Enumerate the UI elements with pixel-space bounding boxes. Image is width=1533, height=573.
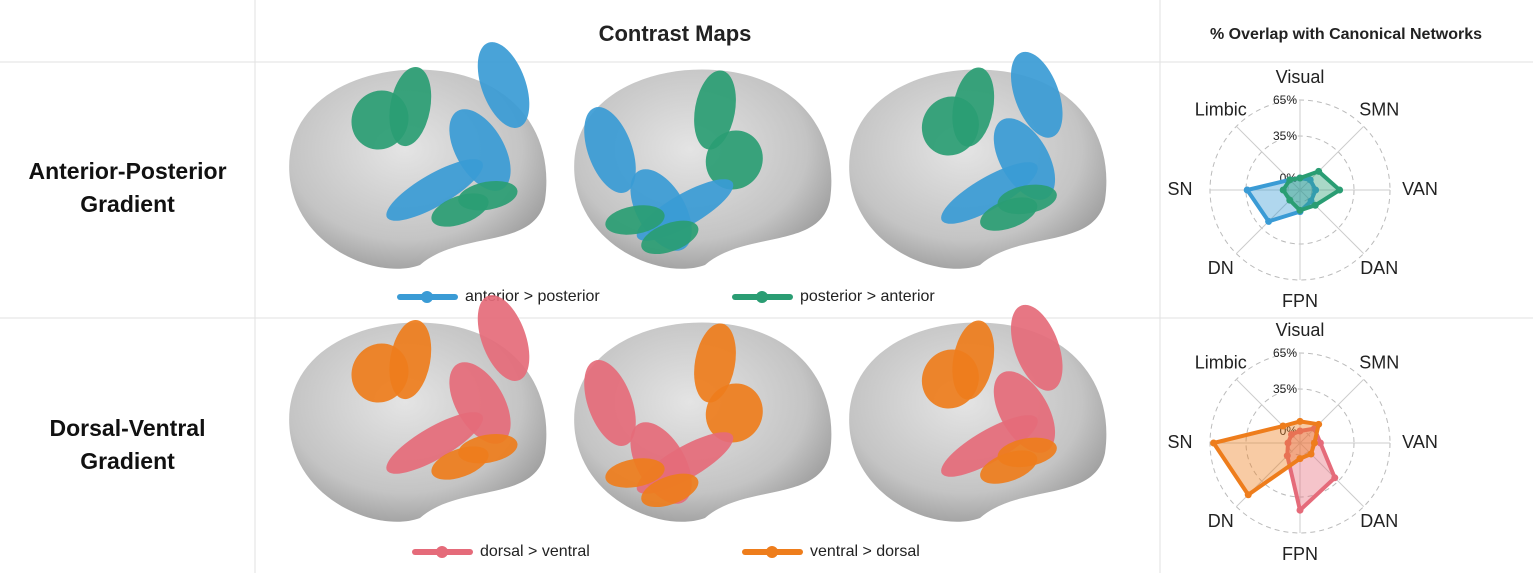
radar-point [1307, 197, 1315, 205]
r-tick-label: 35% [1273, 129, 1297, 143]
brain-contrast-region [997, 437, 1057, 468]
brain-contrast-region [694, 70, 736, 150]
axis-label: DAN [1360, 258, 1398, 278]
radar-point [1296, 174, 1304, 182]
r-tick-label: 65% [1273, 93, 1297, 107]
axis-label: VAN [1402, 432, 1438, 452]
legend-label: posterior > anterior [800, 288, 935, 305]
brain-contrast-region [952, 67, 995, 147]
radar-point [1296, 206, 1304, 214]
legend-swatch-dot [436, 546, 448, 558]
legend-label: dorsal > ventral [480, 543, 590, 560]
brain-contrast-region [477, 295, 530, 381]
radar-point [1288, 431, 1296, 439]
radar-point [1316, 439, 1324, 447]
brain-contrast-region [997, 184, 1057, 215]
brain-contrast-region [1010, 51, 1063, 138]
legend-swatch-dot [766, 546, 778, 558]
radar-point [1243, 186, 1251, 194]
brain-contrast-region [641, 473, 699, 508]
radar-point [1279, 422, 1287, 430]
brain-contrast-region [389, 66, 432, 147]
axis-label: DN [1208, 258, 1234, 278]
radar-point [1306, 176, 1314, 184]
axis-label: VAN [1402, 179, 1438, 199]
axis-label: SN [1167, 432, 1192, 452]
brain-contrast-region [389, 319, 432, 400]
brain-contrast-region [641, 220, 699, 255]
brain-contrast-region [477, 42, 530, 128]
radar-point [1336, 186, 1344, 194]
brain-contrast-region [386, 412, 483, 474]
brain-contrast-region [636, 432, 734, 494]
radar-point [1315, 420, 1323, 428]
radar-point [1296, 417, 1304, 425]
brain-contrast-region [584, 107, 636, 193]
radar-point [1315, 167, 1323, 175]
row-label: Dorsal-Ventral Gradient [49, 415, 206, 474]
brain-contrast-region [458, 180, 518, 211]
radar-point [1310, 439, 1318, 447]
radar-point [1296, 427, 1304, 435]
brain-contrast-region [705, 383, 763, 443]
radar-point [1286, 176, 1294, 184]
axis-label: DAN [1360, 511, 1398, 531]
brain-contrast-region [941, 415, 1038, 477]
radar-point [1296, 506, 1304, 514]
radar-point [1284, 439, 1292, 447]
radar-point [1279, 186, 1287, 194]
axis-label: Limbic [1195, 353, 1247, 373]
brain-contrast-region [458, 433, 518, 464]
legend-swatch-dot [756, 291, 768, 303]
axis-label: Visual [1276, 320, 1325, 340]
brain-contrast-region [386, 159, 483, 221]
brain-contrast-region [605, 458, 665, 488]
radar-point [1286, 196, 1294, 204]
axis-label: SMN [1359, 100, 1399, 120]
brain-contrast-region [605, 205, 665, 235]
spoke [1299, 379, 1364, 444]
brain-contrast-region [993, 118, 1056, 200]
axis-label: Visual [1276, 67, 1325, 87]
column-title: % Overlap with Canonical Networks [1210, 26, 1482, 43]
radar-point [1312, 186, 1320, 194]
axis-label: Limbic [1195, 100, 1247, 120]
axis-label: FPN [1282, 544, 1318, 564]
radar-point [1307, 450, 1315, 458]
column-title: Contrast Maps [599, 21, 752, 46]
brain-contrast-region [952, 320, 995, 400]
axis-label: SN [1167, 179, 1192, 199]
radar-point [1283, 452, 1291, 460]
legend-label: ventral > dorsal [810, 543, 920, 560]
row-label: Anterior-Posterior Gradient [28, 158, 227, 217]
axis-label: DN [1208, 511, 1234, 531]
axis-label: SMN [1359, 353, 1399, 373]
radar-point [1331, 474, 1339, 482]
brain-contrast-region [449, 109, 511, 191]
radar-point [1265, 217, 1273, 225]
brain-contrast-region [584, 360, 636, 446]
axis-label: FPN [1282, 291, 1318, 311]
r-tick-label: 65% [1273, 346, 1297, 360]
brain-contrast-region [993, 371, 1056, 453]
legend-swatch-dot [421, 291, 433, 303]
brain-contrast-region [705, 130, 763, 190]
brain-contrast-region [636, 179, 734, 241]
r-tick-label: 35% [1273, 382, 1297, 396]
brain-contrast-region [1010, 304, 1063, 391]
brain-contrast-region [694, 323, 736, 403]
radar-point [1244, 491, 1252, 499]
brain-contrast-region [449, 362, 511, 444]
radar-point [1210, 439, 1218, 447]
radar-point [1296, 455, 1304, 463]
radar-point [1311, 201, 1319, 209]
brain-contrast-region [941, 162, 1038, 224]
